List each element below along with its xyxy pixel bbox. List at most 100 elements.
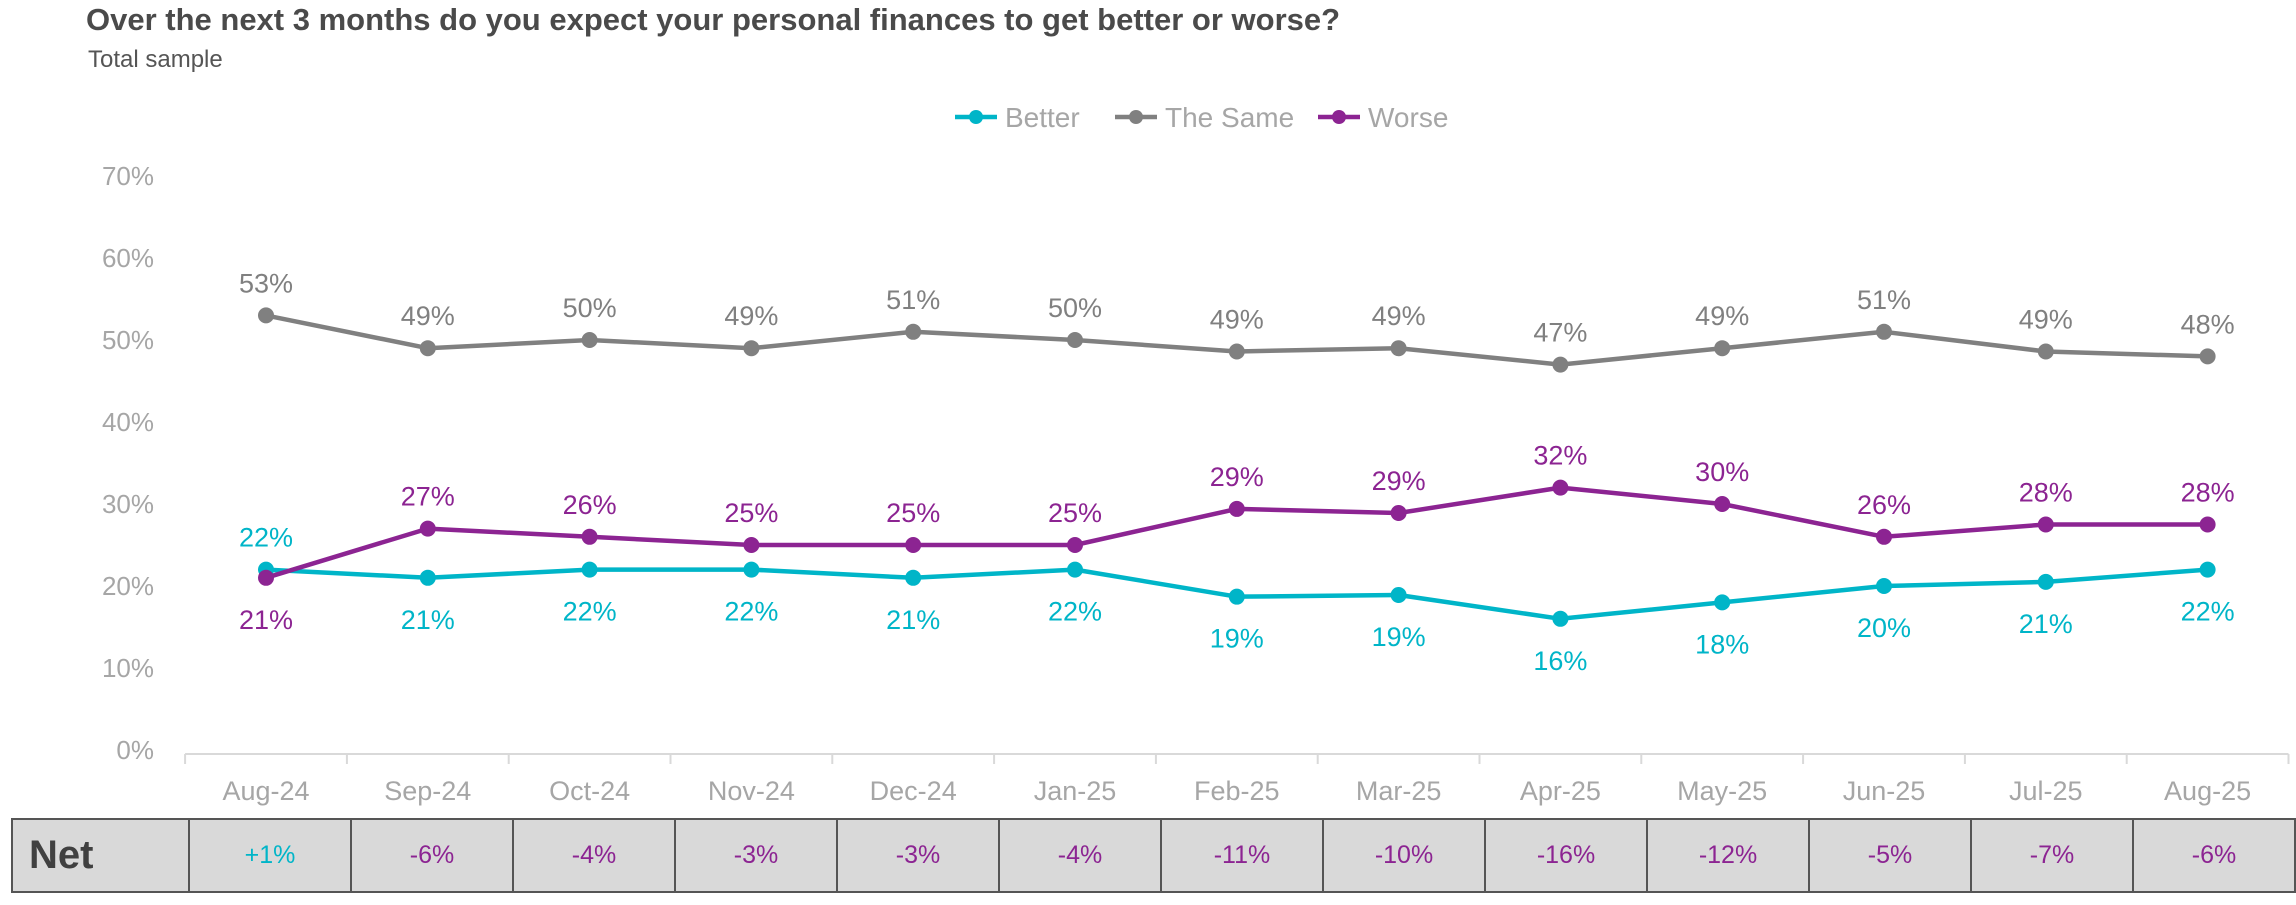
net-table: Net +1% -6% -4% -3% -3% -4% -11% -10% -16% -12% -5… [11, 818, 2296, 893]
data-label: 22% [239, 523, 293, 553]
data-label: 22% [2181, 597, 2235, 627]
data-point [2037, 343, 2054, 360]
x-tick-label: Oct-24 [549, 776, 630, 806]
data-label: 50% [563, 293, 617, 323]
net-value-cell: -4% [998, 818, 1162, 893]
data-point [2199, 561, 2216, 578]
data-label: 32% [1533, 441, 1587, 471]
data-label: 19% [1210, 624, 1264, 654]
net-label: Net [11, 818, 190, 893]
data-point [1714, 594, 1731, 611]
data-point [1067, 332, 1083, 348]
net-value-cell: -6% [2132, 818, 2296, 893]
data-label: 19% [1372, 622, 1426, 652]
data-point [419, 340, 436, 357]
data-point [258, 307, 274, 324]
y-tick-label: 20% [102, 571, 154, 601]
data-point [1876, 323, 1892, 340]
net-value-cell: -3% [674, 818, 838, 893]
net-value-cell: -5% [1808, 818, 1972, 893]
data-point [743, 537, 760, 553]
x-tick-label: Jan-25 [1034, 776, 1117, 806]
data-point [258, 569, 274, 586]
data-label: 18% [1695, 629, 1749, 659]
x-tick-label: Mar-25 [1356, 776, 1442, 806]
y-tick-label: 50% [102, 325, 154, 355]
data-label: 25% [886, 498, 940, 528]
data-label: 28% [2181, 478, 2235, 508]
data-label: 21% [2019, 609, 2073, 639]
data-label: 20% [1857, 613, 1911, 643]
data-point [581, 561, 598, 578]
x-tick-label: Dec-24 [870, 776, 957, 806]
data-point [905, 323, 922, 340]
data-point [419, 520, 436, 537]
y-tick-label: 0% [116, 735, 154, 765]
data-label: 30% [1695, 457, 1749, 487]
data-point [1714, 340, 1731, 357]
data-point [2037, 516, 2054, 533]
data-label: 16% [1533, 646, 1587, 676]
data-point [1390, 505, 1407, 522]
y-tick-label: 40% [102, 407, 154, 437]
net-value-cell: +1% [188, 818, 352, 893]
y-tick-label: 70% [102, 161, 154, 191]
data-point [1390, 340, 1407, 357]
data-point [1552, 356, 1569, 373]
data-label: 50% [1048, 293, 1102, 323]
data-point [1714, 496, 1731, 512]
x-tick-label: Feb-25 [1194, 776, 1280, 806]
x-tick-label: Aug-25 [2164, 776, 2251, 806]
x-tick-label: Aug-24 [222, 776, 309, 806]
data-label: 51% [886, 285, 940, 315]
net-row: Net +1% -6% -4% -3% -3% -4% -11% -10% -16% -12% -5… [11, 818, 2296, 893]
data-point [905, 537, 922, 553]
net-value-cell: -11% [1160, 818, 1324, 893]
y-tick-label: 30% [102, 489, 154, 519]
data-point [1067, 537, 1083, 553]
data-label: 49% [1210, 304, 1264, 334]
data-point [2199, 348, 2216, 365]
data-point [1390, 587, 1407, 604]
data-point [1067, 561, 1083, 578]
data-label: 22% [1048, 597, 1102, 627]
net-value-cell: -10% [1322, 818, 1486, 893]
data-label: 28% [2019, 478, 2073, 508]
data-label: 26% [1857, 490, 1911, 520]
data-point [1552, 479, 1569, 496]
data-point [1876, 528, 1892, 545]
data-label: 21% [401, 605, 455, 635]
data-point [419, 569, 436, 586]
net-value-cell: -3% [836, 818, 1000, 893]
data-point [743, 340, 760, 357]
data-label: 26% [563, 490, 617, 520]
data-label: 22% [563, 597, 617, 627]
data-label: 25% [724, 498, 778, 528]
data-point [1228, 343, 1245, 360]
net-value-cell: -7% [1970, 818, 2134, 893]
data-label: 49% [2019, 304, 2073, 334]
data-label: 49% [401, 301, 455, 331]
data-label: 47% [1533, 318, 1587, 348]
data-label: 29% [1210, 462, 1264, 492]
net-value-cell: -16% [1484, 818, 1648, 893]
data-point [1228, 588, 1245, 605]
data-point [581, 528, 598, 545]
legend-label: Worse [1368, 102, 1448, 133]
data-point [905, 569, 922, 586]
legend-swatch-marker [1332, 110, 1346, 124]
data-label: 49% [1372, 301, 1426, 331]
data-label: 49% [724, 301, 778, 331]
data-label: 53% [239, 268, 293, 298]
net-value-cell: -6% [350, 818, 514, 893]
data-label: 27% [401, 482, 455, 512]
data-point [1228, 500, 1245, 517]
legend-swatch-marker [969, 110, 983, 124]
data-label: 49% [1695, 301, 1749, 331]
legend-label: The Same [1165, 102, 1294, 133]
data-point [743, 561, 760, 578]
line-chart: 0% 10% 20% 30% 40% 50% 60% 70% Aug-24 Sep-24 Oct-2… [102, 102, 2290, 806]
x-tick-label: May-25 [1677, 776, 1767, 806]
data-point [1876, 578, 1892, 594]
x-tick-label: Nov-24 [708, 776, 795, 806]
